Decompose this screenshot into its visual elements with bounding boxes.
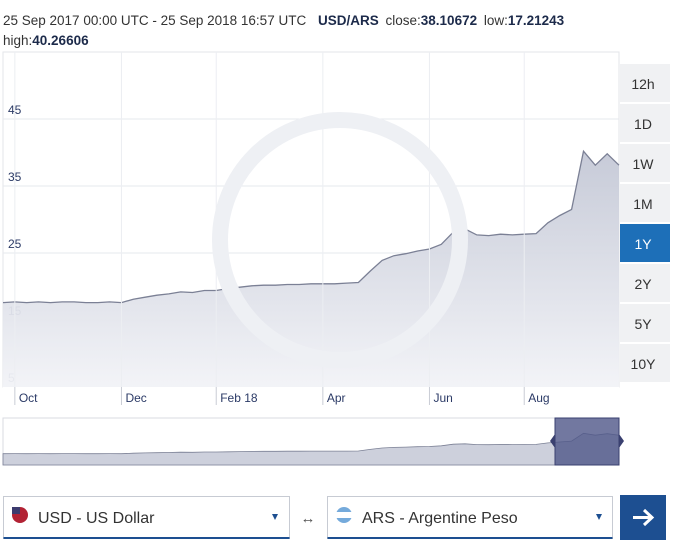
range-button-label[interactable]: 12h xyxy=(631,76,654,92)
x-tick-label: Feb 18 xyxy=(220,391,258,405)
convert-button[interactable] xyxy=(620,495,666,540)
navigator-area xyxy=(2,432,620,466)
range-button[interactable] xyxy=(620,224,670,262)
series-line xyxy=(2,149,620,304)
x-tick-label: Oct xyxy=(19,391,38,405)
area-fill xyxy=(3,151,619,387)
header-line: 25 Sep 2017 00:00 UTC - 25 Sep 2018 16:5… xyxy=(3,13,565,28)
range-button[interactable] xyxy=(620,264,670,302)
close-label: close: xyxy=(386,13,421,28)
x-axis: Oct Dec Feb 18 Apr Jun Aug xyxy=(14,387,550,405)
currency-pair: USD/ARS xyxy=(318,13,379,28)
x-tick-label: Aug xyxy=(528,391,549,405)
range-button[interactable] xyxy=(620,64,670,102)
range-button-label[interactable]: 5Y xyxy=(634,316,652,332)
to-currency-select[interactable]: ARS - Argentine Peso xyxy=(327,496,613,539)
range-button[interactable] xyxy=(620,144,670,182)
flag-ar-band xyxy=(336,512,352,518)
dropdown-caret xyxy=(272,514,278,520)
from-currency: USD - US Dollar xyxy=(38,510,155,527)
range-button[interactable] xyxy=(620,344,670,382)
high-label: high: xyxy=(3,33,32,48)
swap-icon[interactable]: ↔ xyxy=(301,510,316,527)
range-button-label[interactable]: 1M xyxy=(633,196,652,212)
low-value: 17.21243 xyxy=(508,13,565,28)
range-button-label[interactable]: 2Y xyxy=(634,276,652,292)
range-button-label[interactable]: 10Y xyxy=(631,356,657,372)
navigator-selection[interactable] xyxy=(554,417,620,466)
x-tick-label: Apr xyxy=(327,391,346,405)
from-currency-select[interactable]: USD - US Dollar xyxy=(3,496,290,539)
range-buttons: 12h 1D 1W 1M 1Y 2Y 5Y 10Y xyxy=(620,64,670,382)
watermark xyxy=(212,112,468,368)
navigator-series xyxy=(2,432,620,466)
arrow-icon xyxy=(633,508,655,527)
close-value: 38.10672 xyxy=(421,13,477,28)
x-axis-band xyxy=(3,387,619,405)
to-currency: ARS - Argentine Peso xyxy=(362,510,518,527)
range-button[interactable] xyxy=(620,304,670,342)
x-tick-label: Jun xyxy=(433,391,452,405)
range-button[interactable] xyxy=(620,184,670,222)
low-label: low: xyxy=(484,13,508,28)
range-button-label[interactable]: 1D xyxy=(634,116,652,132)
header-line: high:40.26606 xyxy=(3,33,89,48)
x-tick-label: Dec xyxy=(125,391,146,405)
range-button[interactable] xyxy=(620,104,670,142)
range-button-label[interactable]: 1W xyxy=(633,156,655,172)
dropdown-caret xyxy=(596,514,602,520)
range-button-label[interactable]: 1Y xyxy=(634,236,652,252)
high-value: 40.26606 xyxy=(32,33,89,48)
date-range: 25 Sep 2017 00:00 UTC - 25 Sep 2018 16:5… xyxy=(3,13,306,28)
flag-us-canton xyxy=(12,507,20,514)
